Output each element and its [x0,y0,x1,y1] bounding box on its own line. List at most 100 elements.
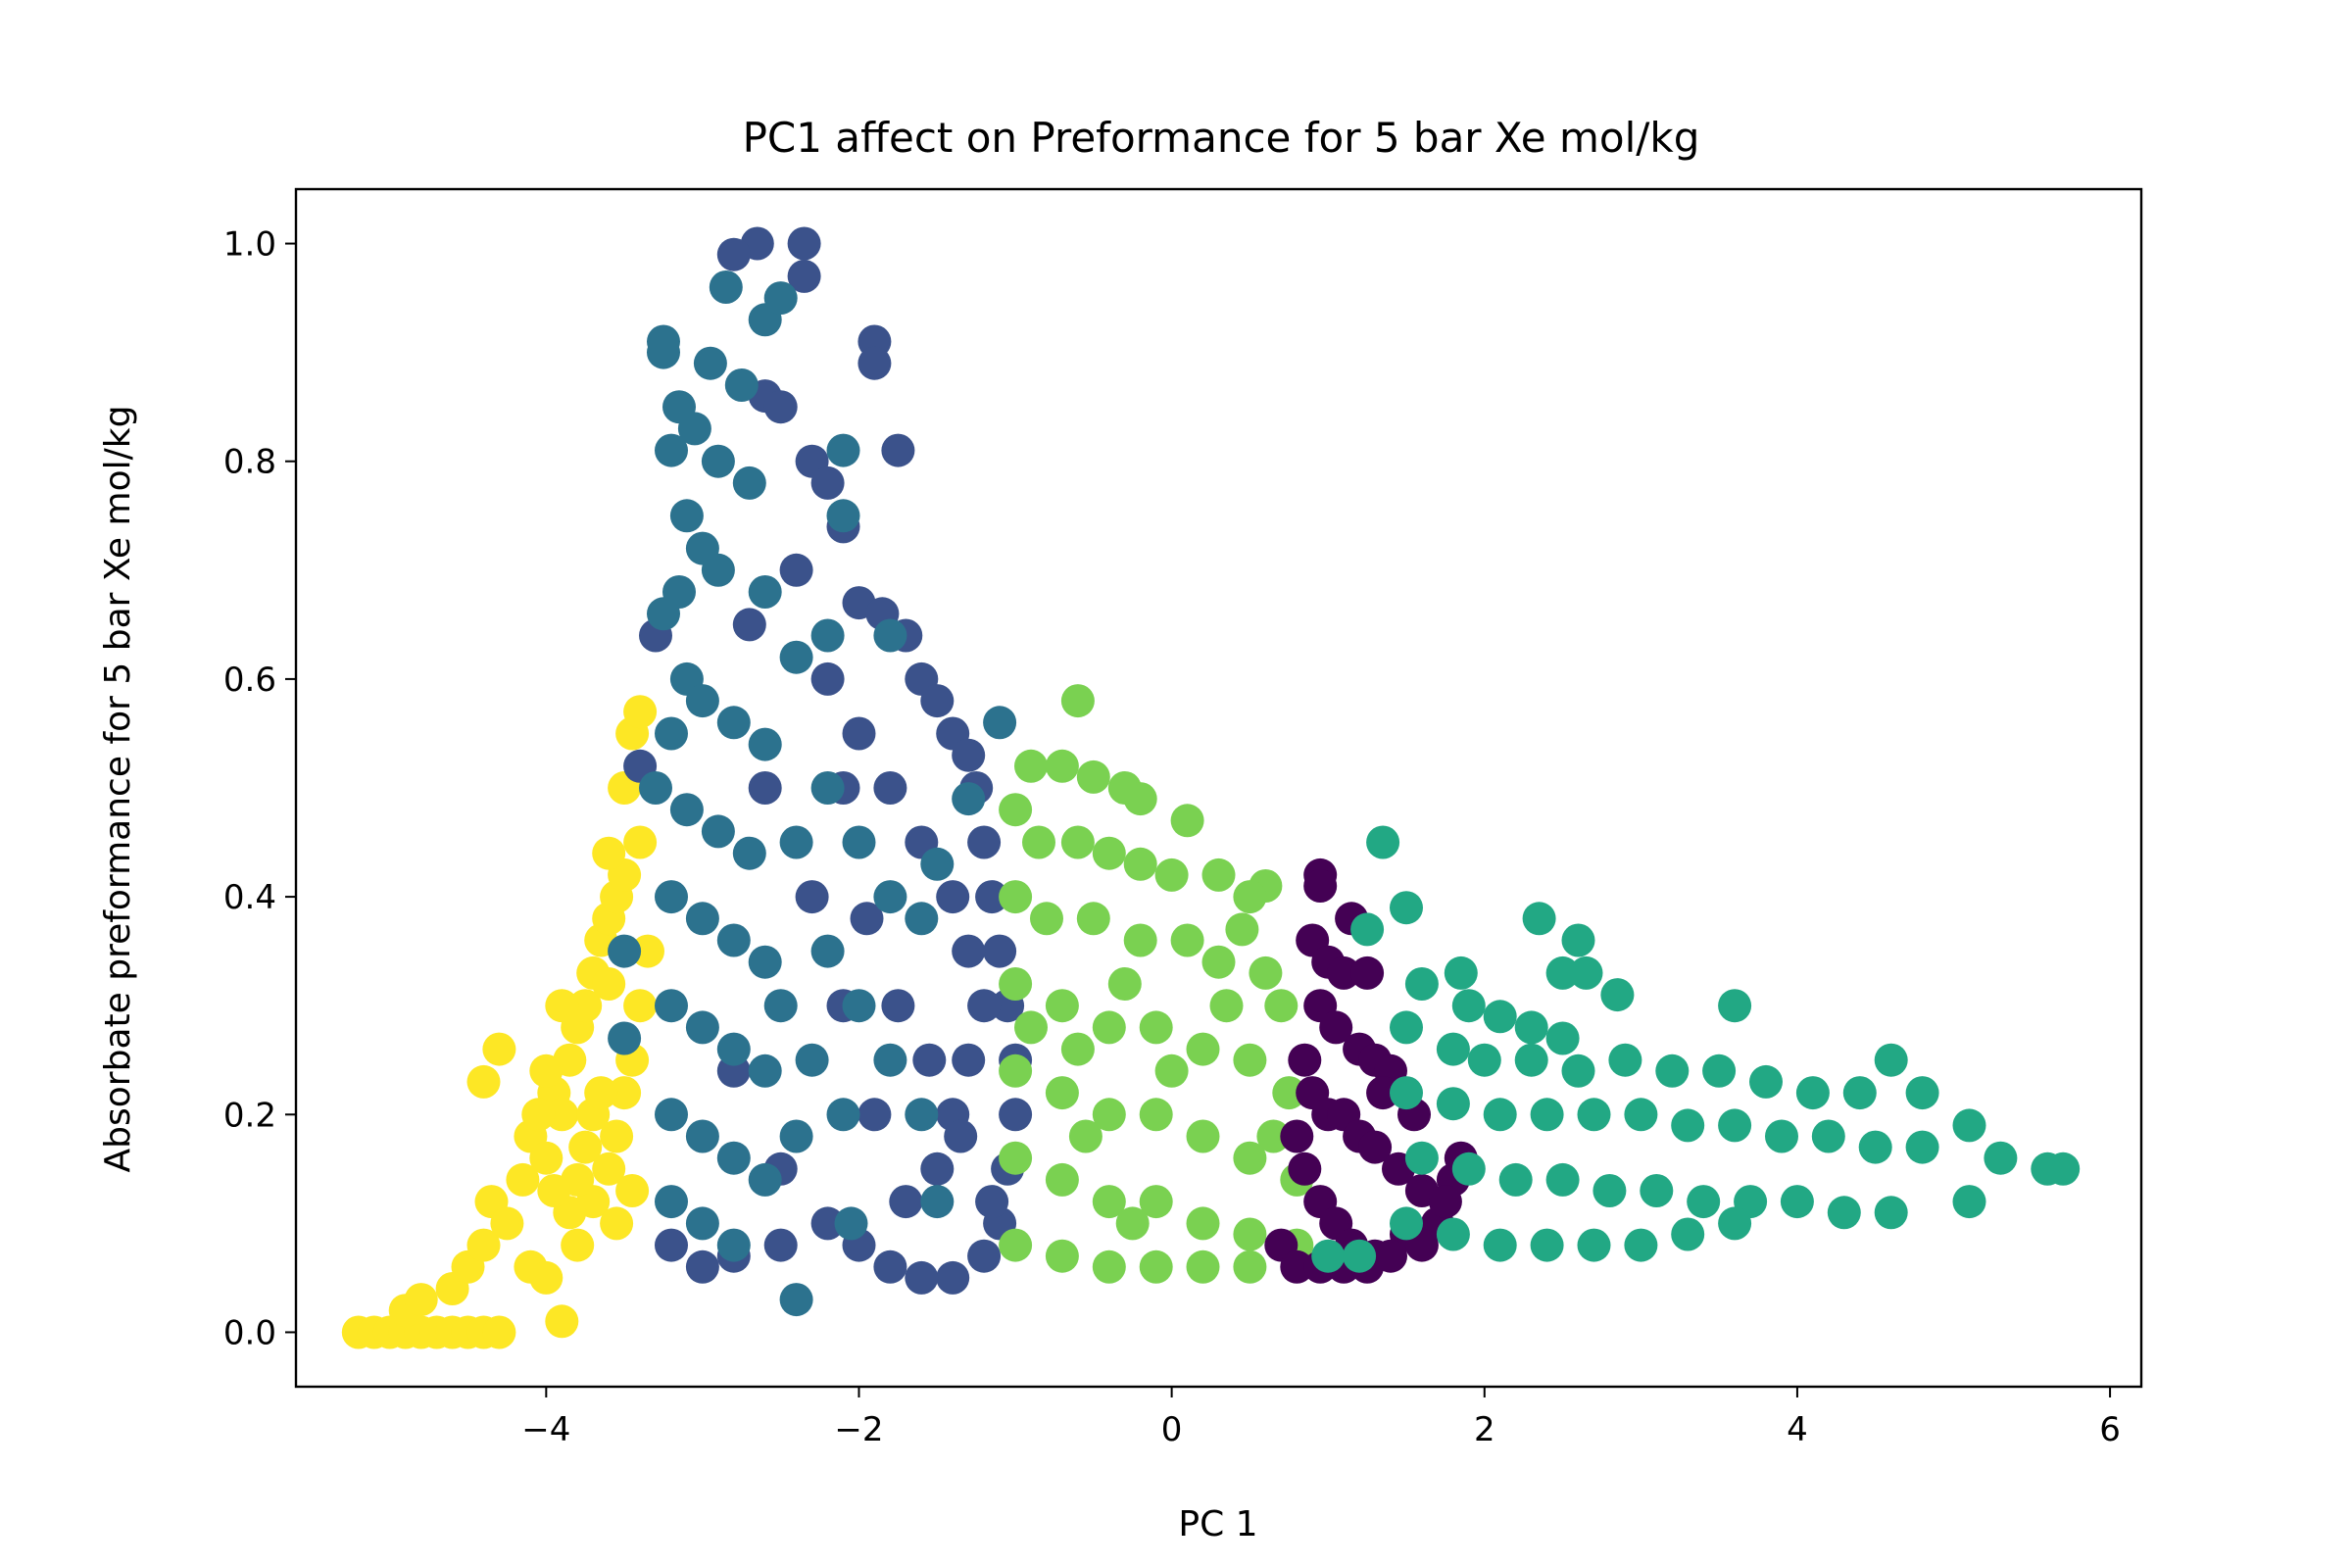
data-point [716,923,751,957]
data-point [1076,902,1110,936]
data-point [999,880,1033,914]
data-point [1687,1185,1721,1219]
data-point [615,1174,650,1207]
data-point [568,1130,603,1164]
data-point [1545,1162,1580,1197]
data-point [873,618,907,653]
data-point [568,989,603,1023]
data-point [732,836,766,870]
data-point [1201,945,1236,979]
data-point [623,989,658,1023]
x-tick-label: 0 [1161,1410,1183,1449]
data-point [1952,1185,1986,1219]
data-point [1060,684,1095,718]
data-point [999,1054,1033,1088]
data-point [967,825,1002,859]
data-point [584,1076,618,1110]
data-point [779,1283,813,1317]
data-point [1561,923,1595,957]
data-point [881,433,915,467]
data-point [920,847,955,881]
data-point [1530,1098,1564,1132]
data-point [944,1119,978,1153]
data-point [873,1043,907,1077]
data-point [1186,1119,1220,1153]
data-point [1209,989,1244,1023]
data-point [647,597,680,631]
data-point [1842,1076,1877,1110]
data-point [608,1021,642,1055]
data-point [1545,1021,1580,1055]
data-point [592,836,626,870]
data-point [1374,1239,1407,1273]
data-point [716,237,751,271]
data-point [858,346,892,380]
data-point [936,1260,970,1295]
data-point [999,1098,1033,1132]
data-point [1045,1162,1079,1197]
data-point [1358,1130,1393,1164]
data-point [999,793,1033,827]
data-point [1233,1250,1267,1284]
data-point [920,1152,955,1186]
data-point [1123,847,1157,881]
y-tick-label: 1.0 [223,225,276,265]
data-point [748,727,782,761]
data-point [952,738,986,772]
data-point [1115,1206,1150,1241]
data-point [1139,1010,1173,1045]
data-point [639,771,672,805]
data-point [1436,1217,1470,1251]
data-point [1780,1185,1814,1219]
data-point [952,934,986,968]
data-point [763,989,798,1023]
data-point [685,684,719,718]
data-point [779,825,813,859]
data-point [1201,858,1236,892]
data-point [1498,1162,1533,1197]
data-point [685,1010,719,1045]
data-point [1107,967,1142,1001]
data-point [905,902,939,936]
data-point [592,1152,626,1186]
data-point [685,1119,719,1153]
data-point [1561,1054,1595,1088]
data-point [1874,1043,1908,1077]
data-point [701,444,735,478]
data-point [795,880,829,914]
data-point [1139,1250,1173,1284]
data-point [999,967,1033,1001]
data-point [600,1206,634,1241]
data-point [826,433,860,467]
data-point [1624,1228,1658,1262]
data-point [1068,1119,1102,1153]
data-point [701,553,735,587]
data-point [842,716,876,751]
data-point [952,1043,986,1077]
data-point [1905,1130,1939,1164]
data-point [1874,1196,1908,1230]
y-tick-label: 0.2 [223,1096,276,1135]
data-point [1233,1141,1267,1175]
data-point [655,433,688,467]
data-point [905,1260,939,1295]
data-point [655,1098,688,1132]
data-point [623,695,658,729]
data-point [1233,880,1267,914]
data-point [1451,989,1486,1023]
data-point [1451,1152,1486,1186]
data-point [1671,1217,1705,1251]
data-point [732,466,766,500]
data-point [810,662,845,696]
data-point [748,1162,782,1197]
data-point [490,1206,524,1241]
data-point [482,1315,516,1349]
data-point [1139,1185,1173,1219]
data-point [1390,1076,1423,1110]
data-point [685,1250,719,1284]
data-point [1569,956,1603,990]
data-point [873,880,907,914]
data-point [1530,1228,1564,1262]
data-point [1366,1076,1400,1110]
data-point [1022,825,1055,859]
